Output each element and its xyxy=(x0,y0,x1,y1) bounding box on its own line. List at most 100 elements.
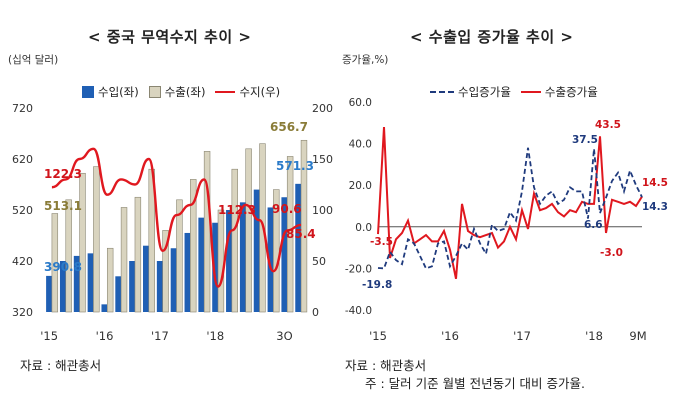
legend-import-growth-label: 수입증가율 xyxy=(458,85,511,99)
import-bar xyxy=(73,255,80,312)
import-growth-line xyxy=(377,147,643,270)
legend-export: 수출(좌) xyxy=(148,84,206,100)
import-bar xyxy=(239,202,246,312)
right-y-tick-label: 60.0 xyxy=(349,97,372,109)
import-bar xyxy=(170,248,177,312)
right-y-tick-label: 0.0 xyxy=(355,222,372,234)
balance-end-b-label: 85.4 xyxy=(286,227,316,241)
right-unit-label: 증가율,%) xyxy=(342,54,389,66)
export-low-label: -3.0 xyxy=(600,247,623,259)
legend-balance-swatch xyxy=(215,91,236,93)
import-bar xyxy=(226,210,232,312)
export-bar xyxy=(203,151,211,313)
left-y2-tick-label: 100 xyxy=(312,204,333,217)
export-bar xyxy=(162,230,169,313)
import-bar xyxy=(143,245,149,312)
right-x-tick-label: 9M xyxy=(629,329,646,343)
left-y-tick-label: 620 xyxy=(12,153,33,166)
legend-export-label: 수출(좌) xyxy=(164,85,206,99)
balance-start-label: 122.3 xyxy=(44,167,82,181)
export-bar xyxy=(120,207,128,313)
import-bar xyxy=(87,253,94,312)
legend-import: 수입(좌) xyxy=(82,84,139,100)
left-chart: 720 620 520 420 320 200 150 100 50 0 '15 '16 '17 '1… xyxy=(12,102,333,340)
left-x-tick-label: '16 xyxy=(96,329,114,340)
left-x-tick-label: '18 xyxy=(206,329,224,340)
left-y2-tick-label: 50 xyxy=(312,255,326,268)
balance-line xyxy=(51,147,302,288)
left-y2-tick-label: 200 xyxy=(312,102,333,115)
legend-export-growth-swatch xyxy=(520,91,541,93)
left-x-tick-label: '17 xyxy=(151,329,169,340)
export-start-label: -3.5 xyxy=(370,236,393,248)
import-bar xyxy=(156,261,163,312)
balance-end-a-label: 90.6 xyxy=(272,202,302,216)
export-bar xyxy=(217,209,225,313)
import-bar xyxy=(212,222,219,312)
export-bar xyxy=(51,213,59,313)
import-low-label: 6.6 xyxy=(584,219,603,231)
right-y-tick-label: 20.0 xyxy=(349,180,372,192)
right-y-tick-label: -40.0 xyxy=(345,305,372,317)
right-note: 주 : 달러 기준 월별 전년동기 대비 증가율. xyxy=(365,376,585,391)
import-end-label: 571.3 xyxy=(276,159,314,173)
import-bar xyxy=(129,261,135,312)
left-y-tick-label: 520 xyxy=(12,204,33,217)
right-x-tick-label: '15 xyxy=(369,329,387,343)
right-source: 자료 : 해관총서 xyxy=(345,358,427,373)
export-peak-label: 43.5 xyxy=(595,119,621,131)
import-start-label: -19.8 xyxy=(362,279,392,291)
legend-export-swatch xyxy=(148,86,161,98)
legend-import-label: 수입(좌) xyxy=(98,85,139,99)
export-start-label: 513.1 xyxy=(44,199,82,213)
left-chart-title: < 중국 무역수지 추이 > xyxy=(88,28,252,46)
right-chart: 60.0 40.0 20.0 0.0 -20.0 -40.0 '15 '16 '17 '18 9M… xyxy=(345,97,668,343)
left-unit-label: (십억 달러) xyxy=(8,54,59,66)
import-bar xyxy=(184,232,191,312)
export-bar xyxy=(106,247,114,313)
legend-balance-label: 수지(우) xyxy=(239,85,281,99)
import-end-label: 14.3 xyxy=(642,201,668,213)
export-bar xyxy=(176,199,183,313)
right-y-tick-label: 40.0 xyxy=(349,139,372,151)
import-bar xyxy=(253,189,260,312)
export-bar xyxy=(134,196,142,313)
import-bar xyxy=(267,207,274,312)
import-bar xyxy=(46,275,52,312)
export-bar xyxy=(300,139,308,313)
right-x-tick-label: '18 xyxy=(585,329,603,343)
left-legend: 수입(좌) 수출(좌) 수지(우) xyxy=(82,84,280,100)
left-y-tick-label: 720 xyxy=(12,102,33,115)
export-bar xyxy=(190,179,197,313)
export-bar xyxy=(245,148,252,313)
import-bar xyxy=(59,261,66,312)
export-bar xyxy=(231,168,238,313)
export-end-label: 656.7 xyxy=(270,120,308,134)
legend-import-swatch xyxy=(82,86,94,98)
legend-export-growth: 수출증가율 xyxy=(520,84,598,100)
import-bar xyxy=(295,183,302,312)
import-bar xyxy=(101,304,108,312)
right-chart-title: < 수출입 증가율 추이 > xyxy=(410,28,574,46)
right-legend: 수입증가율 수출증가율 xyxy=(430,84,598,100)
legend-balance: 수지(우) xyxy=(215,84,280,100)
export-growth-line xyxy=(377,126,643,280)
left-x-tick-label: '15 xyxy=(40,329,58,340)
import-start-label: 390.8 xyxy=(44,260,82,274)
right-x-tick-label: '17 xyxy=(513,329,531,343)
export-bar xyxy=(93,166,100,313)
import-bar xyxy=(115,276,122,312)
legend-import-growth-swatch xyxy=(430,91,454,93)
export-bar xyxy=(286,156,294,313)
left-x-tick-label: 3Q xyxy=(276,329,292,340)
left-source: 자료 : 해관총서 xyxy=(20,358,102,373)
legend-export-growth-label: 수출증가율 xyxy=(544,85,598,99)
legend-import-growth: 수입증가율 xyxy=(430,84,511,100)
import-bar xyxy=(281,197,288,312)
right-x-tick-label: '16 xyxy=(441,329,459,343)
export-bar xyxy=(65,199,72,313)
balance-mid-label: 112.3 xyxy=(218,203,256,217)
export-bar xyxy=(79,172,86,313)
left-y-tick-label: 320 xyxy=(12,306,33,319)
import-peak-label: 37.5 xyxy=(572,134,598,146)
